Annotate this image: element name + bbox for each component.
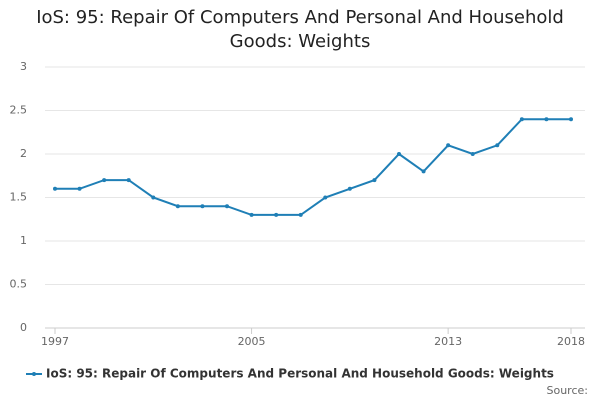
y-tick-label: 0.5 xyxy=(10,278,28,291)
y-tick-label: 2.5 xyxy=(10,104,28,117)
point xyxy=(53,186,57,191)
y-tick-label: 3 xyxy=(20,60,27,73)
y-tick-label: 0 xyxy=(20,321,27,334)
point xyxy=(249,212,254,217)
legend-marker xyxy=(32,372,36,376)
point xyxy=(495,143,500,148)
point xyxy=(77,186,82,191)
point xyxy=(544,117,549,122)
point xyxy=(200,204,205,209)
point xyxy=(446,143,451,148)
x-tick-label: 2005 xyxy=(238,335,266,348)
x-tick-label: 2018 xyxy=(557,335,585,348)
point xyxy=(372,178,377,183)
point xyxy=(323,195,328,200)
point xyxy=(126,178,131,183)
point xyxy=(298,212,303,217)
point xyxy=(347,186,352,191)
point xyxy=(102,178,107,183)
y-tick-label: 2 xyxy=(20,147,27,160)
source: Source: xyxy=(547,384,589,397)
point xyxy=(569,117,573,122)
point xyxy=(175,204,180,209)
point xyxy=(151,195,156,200)
chart-title: IoS: 95: Repair Of Computers And Persona… xyxy=(36,7,564,52)
line xyxy=(55,118,571,216)
point xyxy=(225,204,229,209)
x-tick-label: 1997 xyxy=(41,335,69,348)
point xyxy=(397,152,401,156)
legend-label: IoS: 95: Repair Of Computers And Persona… xyxy=(46,367,554,381)
y-tick-label: 1 xyxy=(20,234,27,247)
x-tick-label: 2013 xyxy=(434,335,462,348)
point xyxy=(519,117,524,122)
point xyxy=(421,169,426,174)
point xyxy=(274,212,279,217)
y-tick-label: 1.5 xyxy=(10,191,28,204)
point xyxy=(470,152,475,156)
